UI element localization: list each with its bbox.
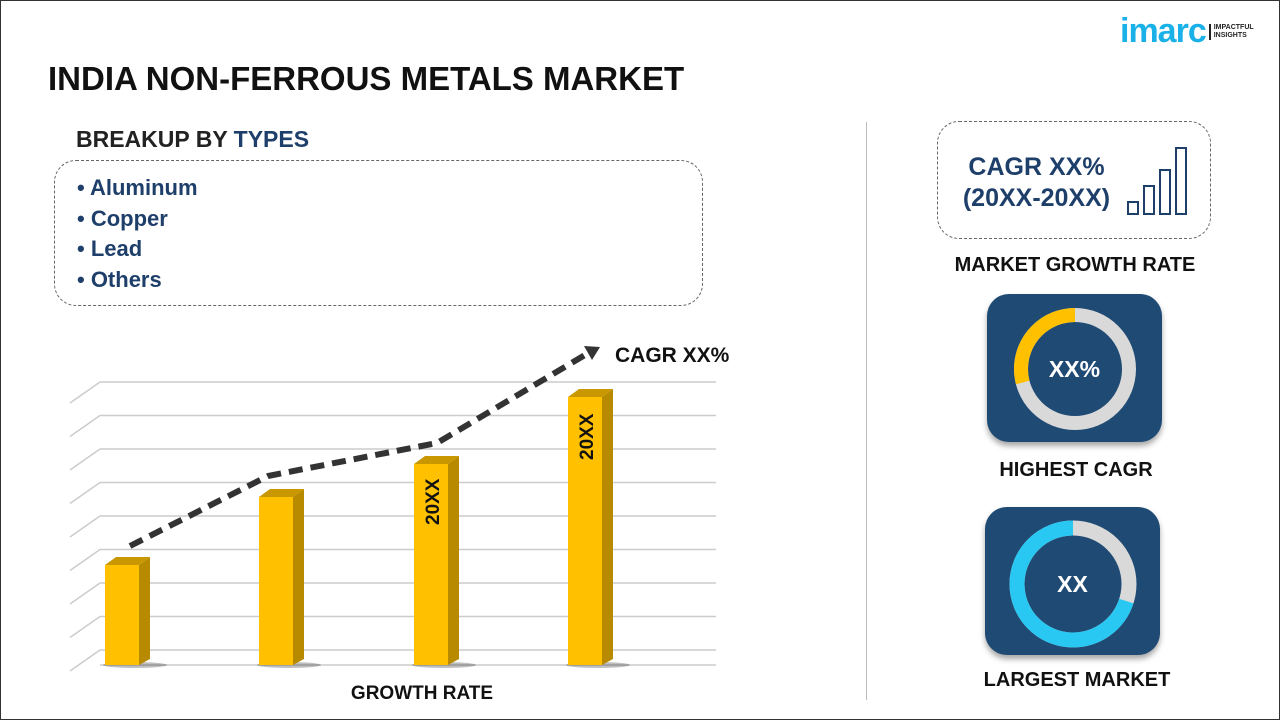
largest-market-card: XX xyxy=(985,507,1160,655)
imarc-logo: imarc IMPACTFUL INSIGHTS xyxy=(1120,12,1254,51)
bar-top xyxy=(105,557,150,565)
type-item: • Lead xyxy=(77,236,143,261)
logo-tagline: IMPACTFUL INSIGHTS xyxy=(1208,23,1254,40)
bar xyxy=(259,497,293,665)
gridline-depth xyxy=(69,481,101,505)
highest-donut xyxy=(1014,308,1136,430)
bar-growth-icon xyxy=(1127,147,1187,215)
type-item: • Copper xyxy=(77,205,168,231)
highest-cagr-card: XX% xyxy=(987,294,1162,442)
largest-market-label: LARGEST MARKET xyxy=(983,669,1171,691)
gridline-depth xyxy=(69,515,101,538)
types-list: • Aluminum • Copper • Lead • Others xyxy=(54,160,703,306)
highest-value: XX% xyxy=(1048,356,1101,382)
type-item: • Others xyxy=(77,266,162,292)
bar xyxy=(568,397,602,665)
gridline-depth xyxy=(69,548,101,572)
bar xyxy=(105,565,139,665)
divider xyxy=(866,122,867,700)
breakup-heading: BREAKUP BY TYPES xyxy=(76,126,310,152)
largest-donut xyxy=(1009,520,1137,648)
gridline-depth xyxy=(69,414,101,438)
largest-value: XX xyxy=(1057,571,1088,597)
bar xyxy=(414,464,448,665)
type-item: • Aluminum xyxy=(77,175,198,200)
page-title: INDIA NON-FERROUS METALS MARKET xyxy=(48,60,685,97)
bar-label: 20XX xyxy=(423,478,444,525)
gridline-depth xyxy=(69,615,101,639)
logo-word: imarc xyxy=(1120,12,1207,50)
bar-top xyxy=(414,456,459,464)
trend-arrow-icon xyxy=(584,346,600,360)
gridline-depth xyxy=(69,381,101,404)
trend-line xyxy=(128,349,592,549)
cagr-box: CAGR XX% (20XX-20XX) xyxy=(937,121,1211,239)
bar-side xyxy=(139,557,150,665)
gridline-depth xyxy=(69,649,101,672)
market-growth-label: MARKET GROWTH RATE xyxy=(954,254,1196,276)
donut-fill xyxy=(1014,308,1136,430)
growth-chart: CAGR XX% 20XX 20XX GROWTH RATE xyxy=(69,344,730,704)
bar-side xyxy=(448,456,459,665)
donut-fill xyxy=(1009,520,1137,648)
bar-top xyxy=(568,389,613,397)
highest-cagr-label: HIGHEST CAGR xyxy=(999,459,1153,481)
gridline-depth xyxy=(69,582,101,605)
x-axis-label: GROWTH RATE xyxy=(351,683,493,704)
chart-cagr-label: CAGR XX% xyxy=(615,344,730,367)
cagr-text: CAGR XX% (20XX-20XX) xyxy=(962,153,1111,212)
bar-label: 20XX xyxy=(577,413,598,460)
bar-top xyxy=(259,489,304,497)
bar-side xyxy=(602,389,613,665)
bar-side xyxy=(293,489,304,665)
gridline-depth xyxy=(69,448,101,471)
